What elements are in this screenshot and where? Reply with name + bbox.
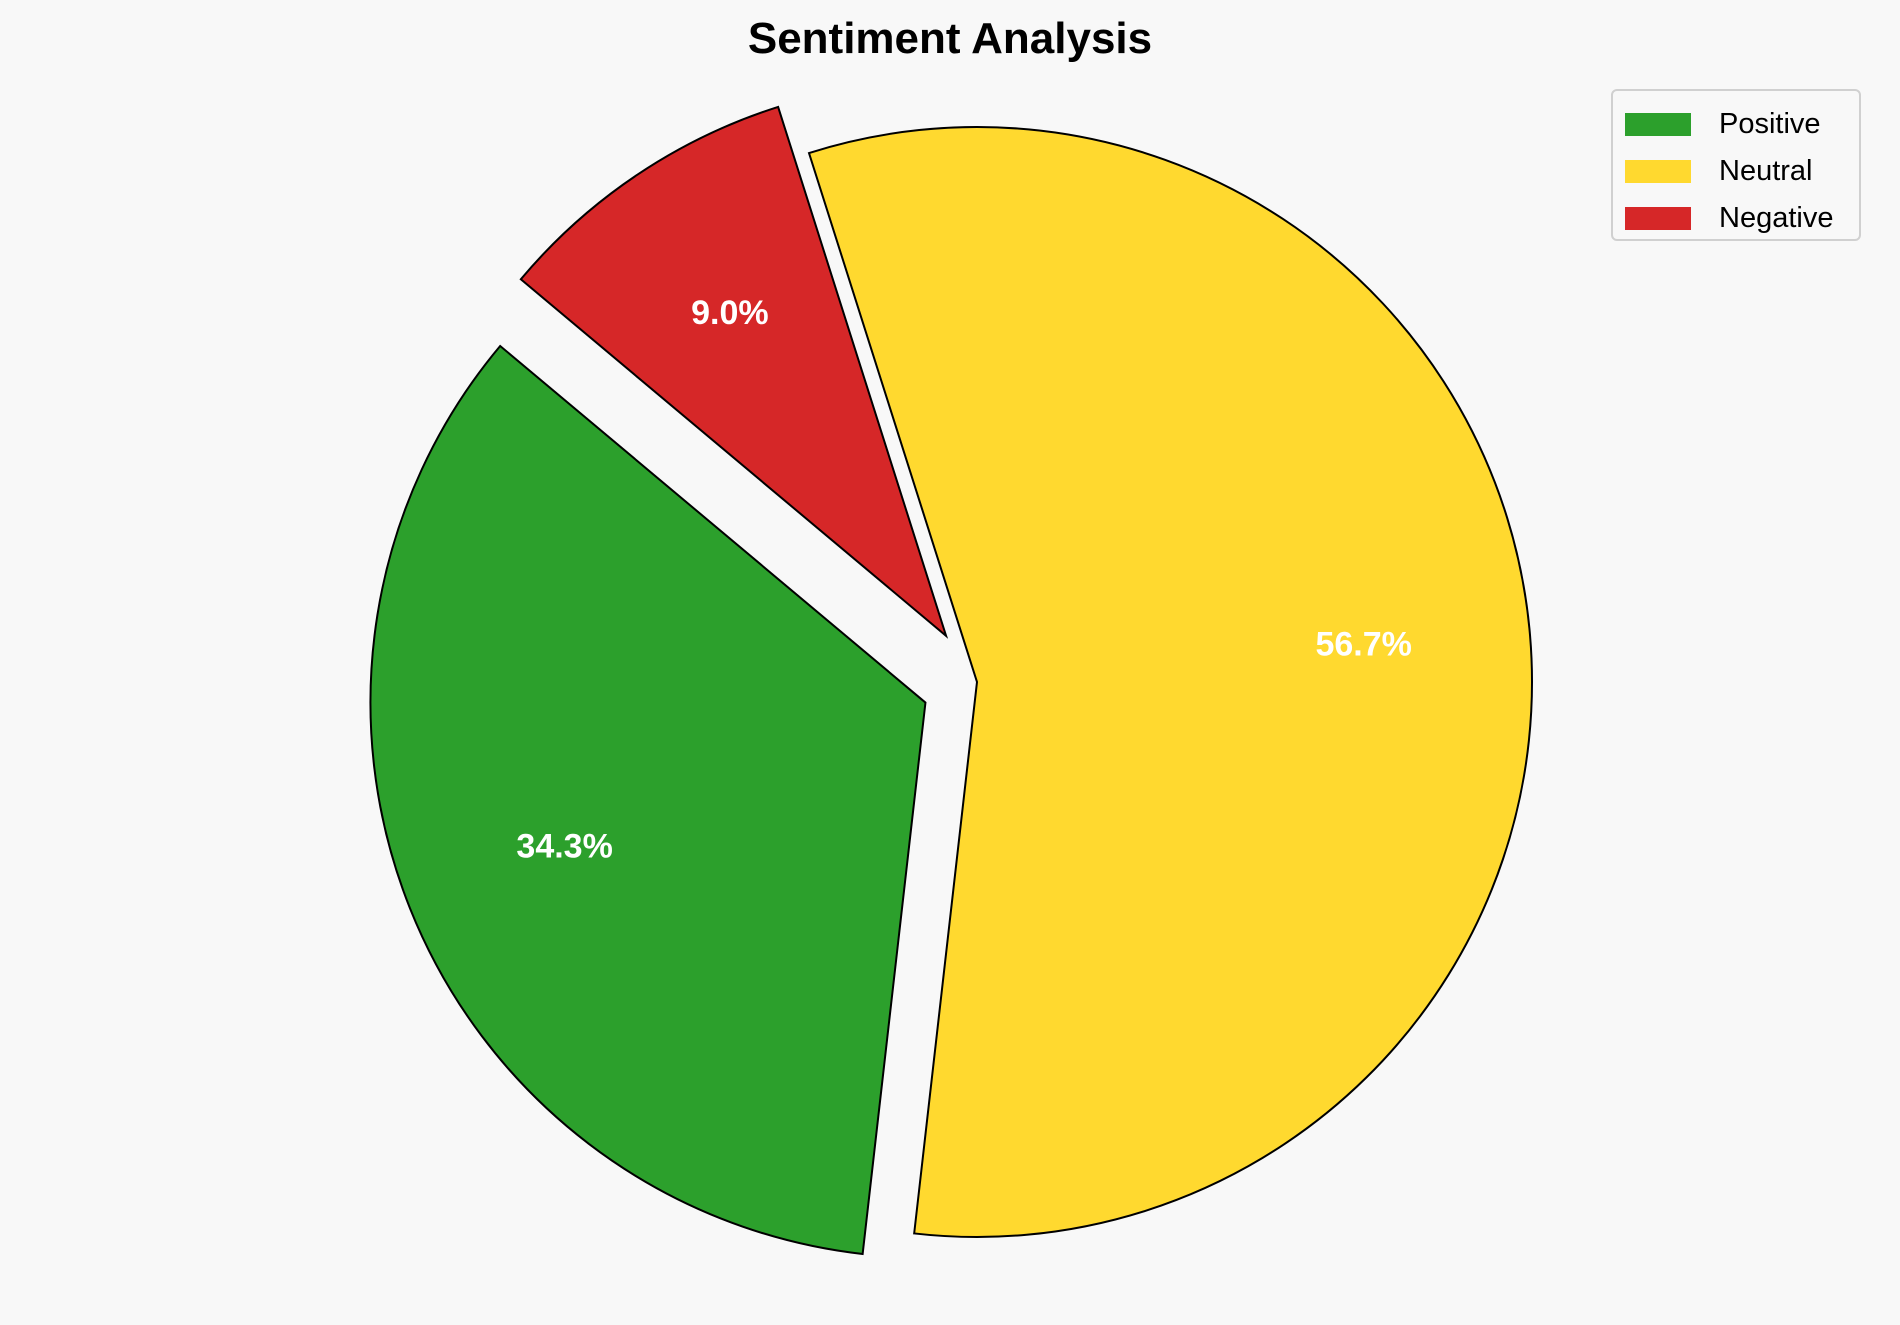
legend-label: Positive	[1719, 108, 1821, 140]
pie-slice-positive	[369, 344, 927, 1256]
legend-swatch-negative	[1625, 207, 1691, 230]
pie-label-positive: 34.3%	[516, 828, 612, 866]
legend: Positive Neutral Negative	[1611, 89, 1861, 241]
legend-item-positive: Positive	[1625, 101, 1859, 148]
legend-swatch-neutral	[1625, 160, 1691, 183]
legend-item-negative: Negative	[1625, 195, 1859, 242]
pie-slice-neutral	[807, 126, 1533, 1238]
legend-label: Negative	[1719, 202, 1834, 234]
pie-label-neutral: 56.7%	[1315, 625, 1411, 663]
pie-label-negative: 9.0%	[691, 294, 769, 332]
legend-item-neutral: Neutral	[1625, 148, 1859, 195]
legend-swatch-positive	[1625, 113, 1691, 136]
chart-title: Sentiment Analysis	[747, 14, 1153, 63]
pie-slice-negative	[519, 105, 949, 639]
legend-label: Neutral	[1719, 155, 1813, 187]
